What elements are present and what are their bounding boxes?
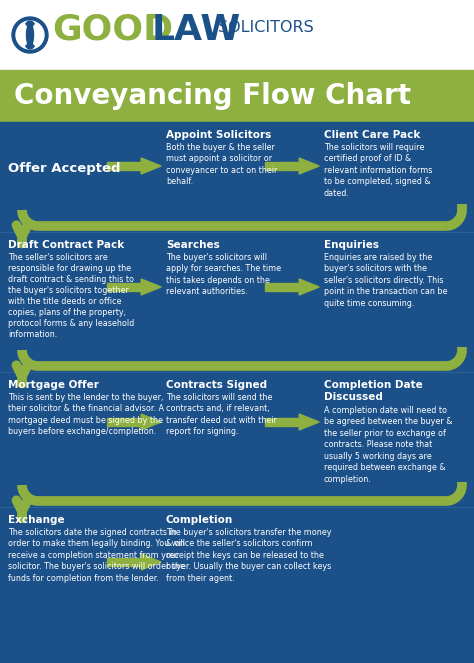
Text: Conveyancing Flow Chart: Conveyancing Flow Chart — [14, 82, 411, 110]
Bar — [108, 162, 141, 170]
Polygon shape — [141, 414, 161, 430]
Bar — [0, 70, 474, 122]
Text: A completion date will need to
be agreed between the buyer &
the seller prior to: A completion date will need to be agreed… — [324, 406, 453, 484]
Text: Searches: Searches — [166, 240, 220, 250]
Text: The buyer's solicitors will
apply for searches. The time
this takes depends on t: The buyer's solicitors will apply for se… — [166, 253, 281, 296]
Text: Client Care Pack: Client Care Pack — [324, 130, 420, 140]
Ellipse shape — [16, 21, 44, 49]
Text: Appoint Solicitors: Appoint Solicitors — [166, 130, 271, 140]
Bar — [265, 162, 299, 170]
Text: The solicitors date the signed contracts in
order to make them legally binding. : The solicitors date the signed contracts… — [8, 528, 185, 583]
Bar — [265, 283, 299, 291]
Bar — [108, 283, 141, 291]
Text: Enquiries are raised by the
buyer's solicitors with the
seller's solicitors dire: Enquiries are raised by the buyer's soli… — [324, 253, 447, 308]
Polygon shape — [141, 158, 161, 174]
Polygon shape — [299, 279, 319, 295]
Bar — [108, 558, 141, 566]
Text: Completion: Completion — [166, 515, 233, 525]
Polygon shape — [299, 414, 319, 430]
Ellipse shape — [32, 24, 42, 46]
Text: Contracts Signed: Contracts Signed — [166, 380, 267, 390]
Text: Mortgage Offer: Mortgage Offer — [8, 380, 99, 390]
Polygon shape — [141, 554, 161, 570]
Ellipse shape — [23, 21, 37, 49]
Text: Both the buyer & the seller
must appoint a solicitor or
conveyancer to act on th: Both the buyer & the seller must appoint… — [166, 143, 277, 186]
Text: The seller's solicitors are
responsible for drawing up the
draft contract & send: The seller's solicitors are responsible … — [8, 253, 134, 339]
Text: LAW: LAW — [152, 13, 241, 46]
Text: Offer Accepted: Offer Accepted — [8, 162, 120, 174]
Text: Discussed: Discussed — [324, 392, 383, 402]
Text: Draft Contract Pack: Draft Contract Pack — [8, 240, 124, 250]
Text: Enquiries: Enquiries — [324, 240, 379, 250]
Ellipse shape — [18, 24, 28, 46]
Text: This is sent by the lender to the buyer,
their solicitor & the financial advisor: This is sent by the lender to the buyer,… — [8, 393, 164, 436]
Bar — [108, 418, 141, 426]
Text: Completion Date: Completion Date — [324, 380, 423, 390]
Text: The solicitors will send the
contracts and, if relevant,
transfer deed out with : The solicitors will send the contracts a… — [166, 393, 277, 436]
Bar — [0, 0, 474, 70]
Polygon shape — [299, 158, 319, 174]
Ellipse shape — [27, 24, 34, 46]
Text: Exchange: Exchange — [8, 515, 64, 525]
Text: GOOD: GOOD — [52, 13, 173, 46]
Text: SOLICITORS: SOLICITORS — [218, 20, 314, 34]
Bar — [265, 418, 299, 426]
Bar — [0, 122, 474, 663]
Text: The buyer's solicitors transfer the money
& once the seller's solicitors confirm: The buyer's solicitors transfer the mone… — [166, 528, 331, 583]
Polygon shape — [141, 279, 161, 295]
Ellipse shape — [12, 17, 48, 53]
Text: The solicitors will require
certified proof of ID &
relevant information forms
t: The solicitors will require certified pr… — [324, 143, 432, 198]
